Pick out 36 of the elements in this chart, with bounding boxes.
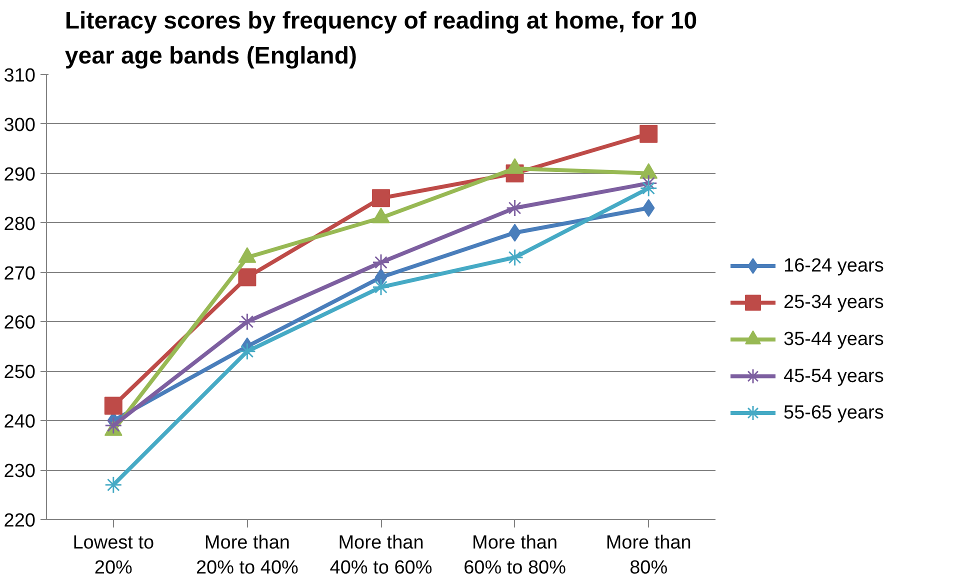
x-tick-label: More than 40% to 60% bbox=[330, 532, 432, 579]
point bbox=[506, 199, 524, 217]
chart-title: Literacy scores by frequency of reading at home, for 10 year age bands (England) bbox=[64, 7, 698, 70]
x-tick-label: More than 80% bbox=[606, 532, 692, 579]
legend-label: 25-34 years bbox=[784, 292, 884, 314]
legend-label: 45-54 years bbox=[784, 366, 884, 387]
point bbox=[104, 476, 122, 494]
point bbox=[372, 278, 390, 296]
x-tick-label: More than 20% to 40% bbox=[196, 532, 299, 579]
x-tick-label: More than 60% to 80% bbox=[464, 532, 566, 579]
point bbox=[642, 199, 655, 217]
legend-label: 16-24 years bbox=[784, 255, 884, 276]
point bbox=[640, 179, 658, 197]
y-tick-label: 260 bbox=[4, 312, 36, 334]
point bbox=[238, 268, 256, 286]
point bbox=[640, 124, 658, 143]
point bbox=[238, 342, 256, 360]
point bbox=[372, 254, 390, 272]
y-tick-label: 290 bbox=[4, 164, 36, 186]
legend-label: 35-44 years bbox=[784, 329, 884, 350]
point bbox=[640, 174, 658, 192]
y-tick-label: 230 bbox=[4, 461, 36, 482]
point bbox=[104, 416, 122, 434]
point bbox=[372, 189, 390, 208]
y-tick-label: 310 bbox=[4, 66, 36, 86]
y-tick-label: 220 bbox=[4, 510, 36, 532]
y-tick-label: 270 bbox=[4, 263, 36, 284]
x-tick-label: Lowest to 20% bbox=[72, 532, 154, 579]
y-tick-label: 300 bbox=[4, 114, 36, 136]
y-tick-label: 280 bbox=[4, 214, 36, 235]
point bbox=[104, 396, 122, 415]
y-tick-label: 240 bbox=[4, 412, 36, 433]
point bbox=[238, 312, 256, 330]
y-tick-label: 250 bbox=[4, 362, 36, 384]
legend-label: 55-65 years bbox=[784, 402, 884, 424]
point bbox=[506, 248, 524, 266]
